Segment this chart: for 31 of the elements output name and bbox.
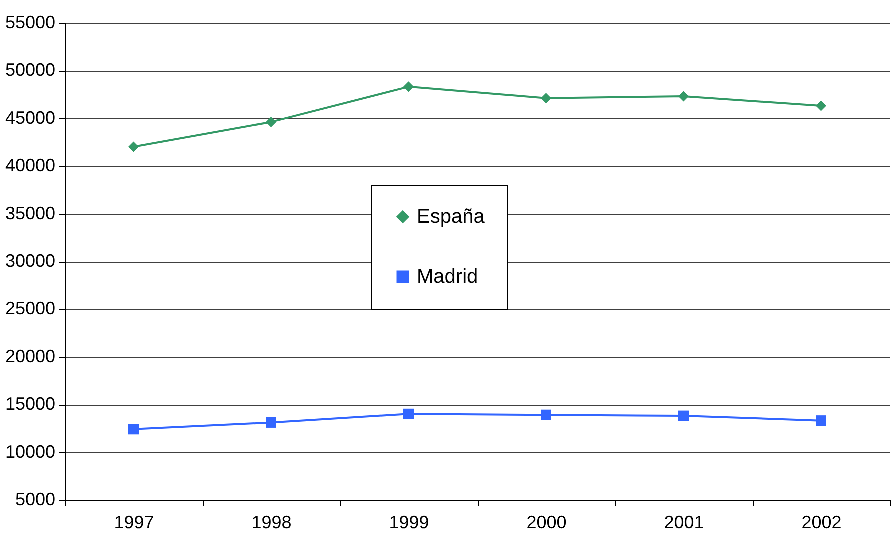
y-tick-label: 25000 — [5, 298, 56, 319]
point — [678, 410, 689, 422]
x-tick-label: 2001 — [664, 512, 704, 532]
y-tick-label: 55000 — [5, 12, 56, 32]
point — [541, 93, 552, 104]
point — [266, 417, 276, 428]
y-tick-label: 40000 — [5, 156, 56, 176]
point — [266, 116, 276, 128]
point — [678, 91, 689, 102]
y-tick-label: 50000 — [5, 60, 56, 80]
y-tick-label: 45000 — [5, 108, 56, 128]
x-tick-label: 1998 — [252, 512, 292, 532]
y-tick-label: 10000 — [5, 442, 56, 462]
point — [541, 410, 552, 420]
point — [816, 100, 826, 112]
y-tick-label: 30000 — [5, 251, 56, 271]
x-tick-label: 1999 — [389, 512, 430, 532]
x-tick-label: 1997 — [114, 512, 154, 532]
point — [404, 408, 414, 420]
legend-label: España — [417, 206, 486, 228]
y-tick-label: 20000 — [5, 346, 56, 366]
x-tick-label: 2000 — [526, 512, 567, 532]
point — [128, 142, 139, 152]
point — [128, 424, 139, 435]
y-tick-label: 35000 — [5, 203, 56, 224]
legend-label: Madrid — [417, 266, 478, 288]
x-tick-label: 2002 — [802, 512, 842, 532]
point — [404, 82, 414, 92]
point — [816, 416, 826, 426]
y-tick-label: 15000 — [5, 394, 56, 414]
y-tick-label: 5000 — [15, 490, 56, 510]
